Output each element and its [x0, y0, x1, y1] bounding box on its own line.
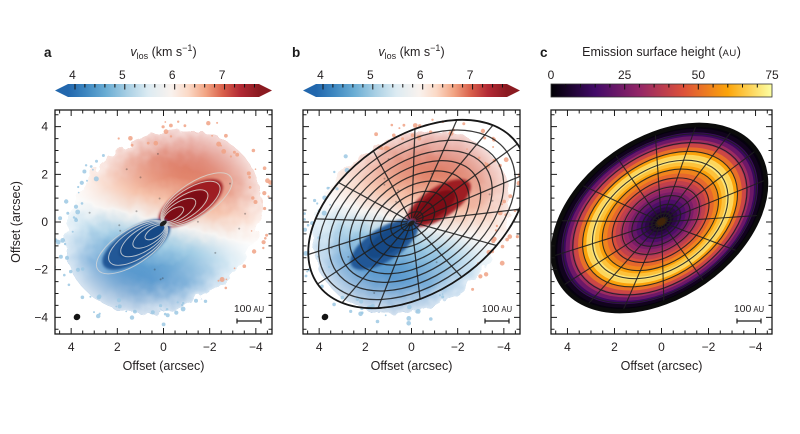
axes-frame-b: 4 2 0 −2 −4 — [302, 109, 521, 354]
x-tick-label: 0 — [408, 340, 415, 354]
colorbar-tick-label: 5 — [367, 68, 374, 82]
panel-label-b: b — [292, 45, 301, 60]
colorbar-tick-label: 7 — [467, 68, 474, 82]
x-axis-label-a: Offset (arcsec) — [122, 359, 205, 373]
x-tick-label: −4 — [249, 340, 263, 354]
x-tick-label: −4 — [749, 340, 763, 354]
x-tick-label: −2 — [203, 340, 217, 354]
colorbar-tick-label: 75 — [765, 68, 779, 82]
x-tick-label: 4 — [68, 340, 75, 354]
x-tick-label: −2 — [451, 340, 465, 354]
panel-b-map — [303, 118, 520, 326]
y-tick-label: −2 — [34, 263, 48, 277]
panel-label-c: c — [540, 45, 548, 60]
vlos-units-open: (km s — [148, 45, 183, 59]
beam-ellipse — [321, 313, 329, 321]
colorbar-c: 0 25 50 75 — [548, 68, 779, 98]
vlos-units-close: ) — [440, 45, 445, 59]
y-axis-label: Offset (arcsec) — [9, 181, 23, 263]
y-tick-label: 4 — [41, 120, 48, 134]
au-unit: AU — [722, 48, 737, 59]
vlos-subscript: los — [136, 51, 149, 61]
scalebar-label: 100 AU — [234, 303, 265, 315]
y-tick-label: −4 — [34, 310, 48, 324]
x-tick-label: 4 — [316, 340, 323, 354]
scalebar-b: 100 AU — [482, 303, 513, 324]
height-disk — [552, 124, 767, 312]
scalebar-a: 100 AU — [234, 303, 265, 324]
axes-frame-c: 4 2 0 −2 −4 — [550, 109, 773, 354]
axes-frame-a: 4 2 0 −2 −4 4 2 0 −2 −4 — [34, 109, 273, 354]
colorbar-title-b: vlos (km s−1) — [303, 43, 520, 61]
colorbar-b: 4 5 6 7 — [303, 68, 520, 97]
colorbar-tick-label: 50 — [692, 68, 706, 82]
panel-c-map — [552, 124, 767, 312]
x-axis-label-c: Offset (arcsec) — [620, 359, 703, 373]
colorbar-tick-label: 5 — [119, 68, 126, 82]
vlos-units-close: ) — [192, 45, 197, 59]
vlos-symbol: v — [130, 45, 137, 59]
x-axis-label-b: Offset (arcsec) — [370, 359, 453, 373]
beam-ellipse — [73, 313, 81, 321]
scalebar-c: 100 AU — [734, 303, 765, 324]
colorbar-tick-label: 4 — [69, 68, 76, 82]
disk-wireframe — [307, 118, 520, 310]
x-tick-label: 2 — [611, 340, 618, 354]
colorbar-tick-label: 25 — [618, 68, 632, 82]
colorbar-tick-label: 0 — [548, 68, 555, 82]
colorbar-title-a: vlos (km s−1) — [55, 43, 272, 61]
x-tick-label: 2 — [362, 340, 369, 354]
colorbar-tick-label: 6 — [417, 68, 424, 82]
vlos-units-open: (km s — [396, 45, 431, 59]
x-tick-label: 4 — [564, 340, 571, 354]
vlos-subscript: los — [384, 51, 397, 61]
vlos-symbol: v — [378, 45, 385, 59]
x-tick-label: 2 — [114, 340, 121, 354]
vlos-exponent: −1 — [430, 43, 441, 53]
colorbar-tick-label: 6 — [169, 68, 176, 82]
panel-label-a: a — [44, 45, 52, 60]
y-tick-label: 2 — [41, 167, 48, 181]
vlos-exponent: −1 — [182, 43, 193, 53]
panel-a-map — [55, 120, 272, 327]
colorbar-tick-label: 4 — [317, 68, 324, 82]
y-tick-label: 0 — [41, 215, 48, 229]
x-tick-label: 0 — [160, 340, 167, 354]
colorbar-a: 4 5 6 7 — [55, 68, 272, 97]
scalebar-label: 100 AU — [734, 303, 765, 315]
velocity-lobes — [102, 179, 223, 270]
height-title-text: Emission surface height ( — [582, 45, 723, 59]
colorbar-tick-label: 7 — [219, 68, 226, 82]
colorbar-title-c: Emission surface height (AU) — [551, 45, 772, 59]
height-title-close: ) — [736, 45, 741, 59]
x-tick-label: −4 — [497, 340, 511, 354]
x-tick-label: 0 — [658, 340, 665, 354]
scalebar-label: 100 AU — [482, 303, 513, 315]
x-tick-label: −2 — [702, 340, 716, 354]
noise-speckles — [55, 120, 272, 327]
